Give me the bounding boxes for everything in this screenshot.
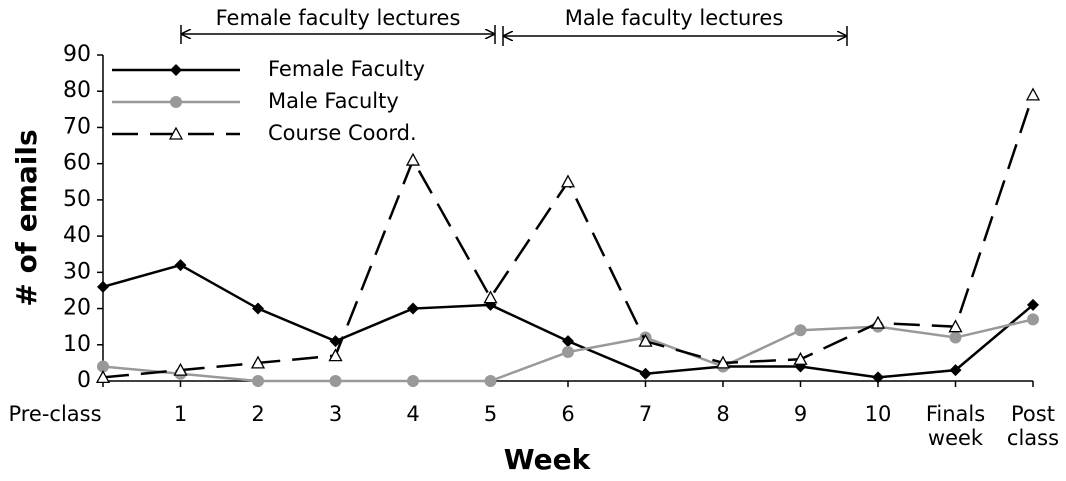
marker	[872, 371, 884, 384]
marker	[1025, 87, 1041, 101]
marker	[407, 375, 419, 387]
marker	[168, 126, 184, 140]
x-tick-label: 8	[716, 402, 729, 426]
marker	[328, 348, 343, 362]
marker	[562, 335, 574, 348]
x-tick-label: 10	[865, 402, 892, 426]
x-axis-label: Week	[504, 443, 592, 476]
marker	[97, 360, 109, 373]
marker	[1027, 298, 1039, 311]
marker	[949, 331, 962, 344]
y-tick-label: 20	[63, 296, 91, 321]
y-tick-label: 40	[63, 223, 91, 248]
y-tick-label: 80	[63, 78, 91, 103]
y-tick-label: 70	[63, 114, 91, 139]
marker	[405, 152, 421, 166]
marker	[484, 375, 497, 387]
annotation: Male faculty lectures	[565, 6, 784, 30]
marker	[1027, 313, 1039, 326]
y-tick-label: 10	[63, 332, 91, 357]
marker	[639, 367, 652, 380]
series	[95, 87, 1041, 384]
x-tick-label: Finals week	[926, 402, 985, 450]
marker	[715, 355, 731, 369]
marker	[250, 355, 266, 369]
marker	[948, 319, 963, 333]
x-tick-label: 6	[561, 402, 574, 426]
y-tick-label: 0	[77, 368, 91, 393]
x-tick-label: 2	[251, 402, 264, 426]
marker	[329, 335, 342, 348]
marker	[95, 370, 111, 384]
marker	[174, 259, 187, 272]
y-tick-label: 50	[63, 187, 91, 212]
marker	[638, 333, 653, 347]
marker	[794, 324, 807, 337]
y-tick-label: 30	[63, 259, 91, 284]
marker	[560, 174, 576, 188]
y-axis-label: # of emails	[10, 129, 43, 306]
x-tick-label: 4	[406, 402, 419, 426]
x-tick-label: Pre-class	[8, 402, 101, 426]
marker	[562, 346, 574, 359]
x-tick-label: 3	[329, 402, 342, 426]
marker	[173, 362, 188, 376]
marker	[407, 302, 419, 315]
series-line	[102, 263, 1034, 379]
y-tick-label: 90	[63, 42, 91, 67]
marker	[793, 351, 808, 365]
x-tick-label: 1	[174, 402, 187, 426]
marker	[870, 315, 886, 329]
legend-label: Female Faculty	[268, 57, 425, 81]
marker	[252, 302, 264, 315]
legend-label: Male Faculty	[268, 89, 399, 113]
marker	[170, 64, 182, 76]
annotation: Female faculty lectures	[216, 6, 461, 30]
marker	[949, 364, 962, 377]
x-tick-label: 5	[484, 402, 497, 426]
legend-label: Course Coord.	[268, 121, 417, 145]
x-tick-label: 7	[639, 402, 652, 426]
marker	[170, 96, 182, 108]
series-line	[102, 94, 1035, 379]
marker	[483, 290, 498, 304]
x-tick-label: Post class	[1007, 402, 1059, 450]
y-tick-label: 60	[63, 151, 91, 176]
x-tick-label: 9	[794, 402, 807, 426]
marker	[252, 375, 264, 387]
marker	[97, 280, 109, 293]
marker	[329, 375, 342, 387]
